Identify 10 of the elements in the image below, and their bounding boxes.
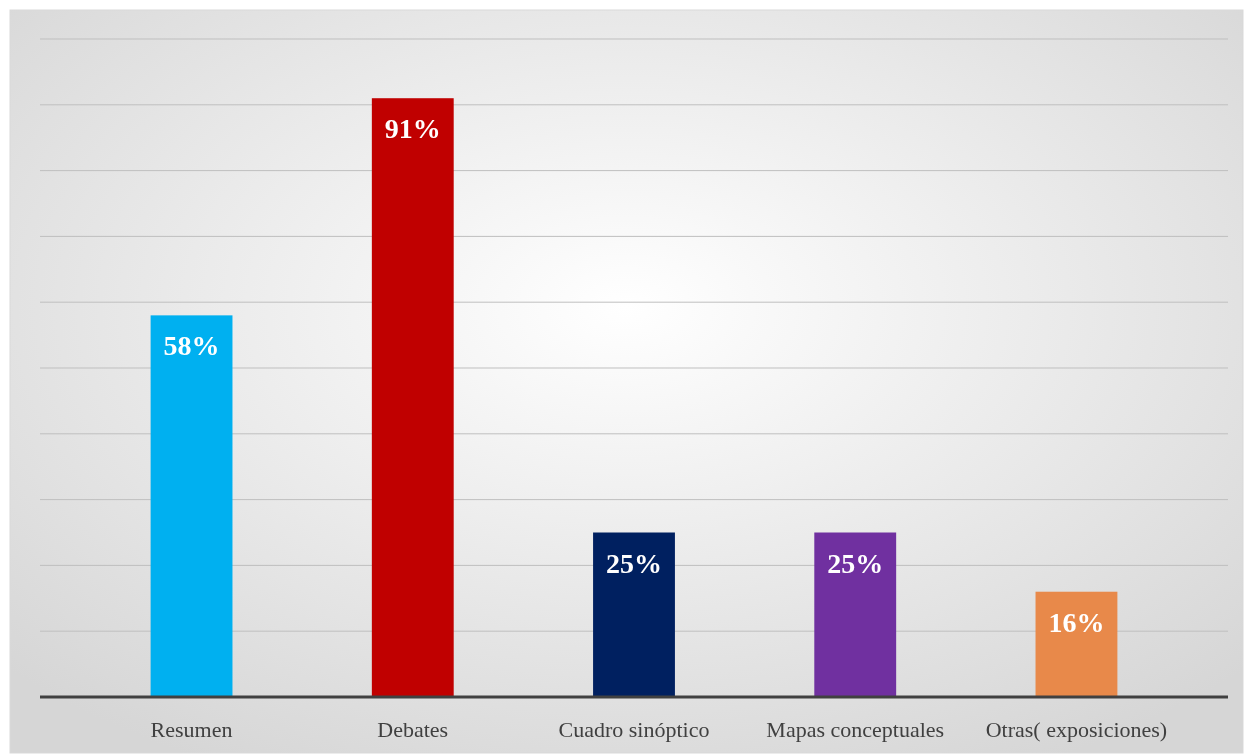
x-tick-label: Mapas conceptuales [766,717,945,742]
data-label: 25% [827,547,884,579]
data-label: 25% [606,547,662,579]
x-tick-label: Cuadro sinóptico [558,717,710,742]
x-tick-label: Resumen [150,717,233,742]
data-label: 16% [1048,606,1105,638]
data-label: 91% [384,113,441,145]
data-label: 58% [163,330,220,362]
x-tick-label: Otras( exposiciones) [985,717,1168,742]
x-tick-label: Debates [377,717,449,742]
